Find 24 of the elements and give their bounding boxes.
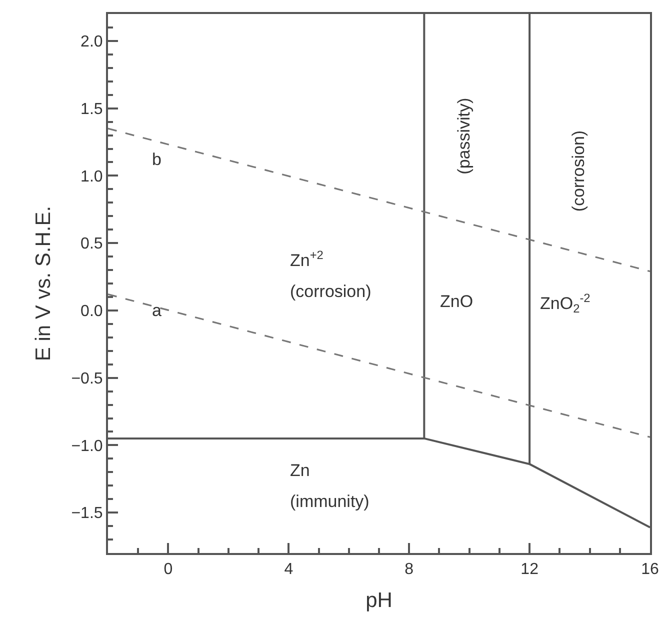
y-tick-label: 1.0 (80, 168, 103, 186)
y-tick-label: 0.5 (80, 236, 103, 253)
annotation: b (152, 150, 162, 169)
y-tick-label: −1.5 (71, 505, 103, 522)
y-tick-label: 1.5 (80, 100, 103, 118)
x-tick-label: 0 (164, 561, 173, 578)
y-tick-label: −1.0 (71, 438, 103, 455)
x-tick-label: 4 (284, 561, 294, 578)
y-tick-label: −0.5 (71, 370, 103, 388)
y-tick-label: 0.0 (80, 303, 103, 320)
annotation: Zn$^{+2}$ (290, 248, 324, 270)
annotation: a (152, 301, 162, 320)
y-axis-title: E in V vs. S.H.E. (32, 206, 55, 362)
x-tick-label: 16 (641, 561, 659, 578)
annotation: ZnO (440, 292, 474, 311)
x-axis-title: pH (366, 588, 392, 612)
annotation: (corrosion) (569, 130, 588, 212)
annotation: Zn (290, 461, 310, 480)
x-tick-label: 8 (404, 561, 414, 578)
annotation: (corrosion) (290, 282, 372, 301)
annotation: (immunity) (290, 492, 370, 511)
x-tick-label: 12 (520, 561, 539, 578)
annotation: (passivity) (454, 98, 474, 174)
y-tick-label: 2.0 (80, 34, 103, 51)
